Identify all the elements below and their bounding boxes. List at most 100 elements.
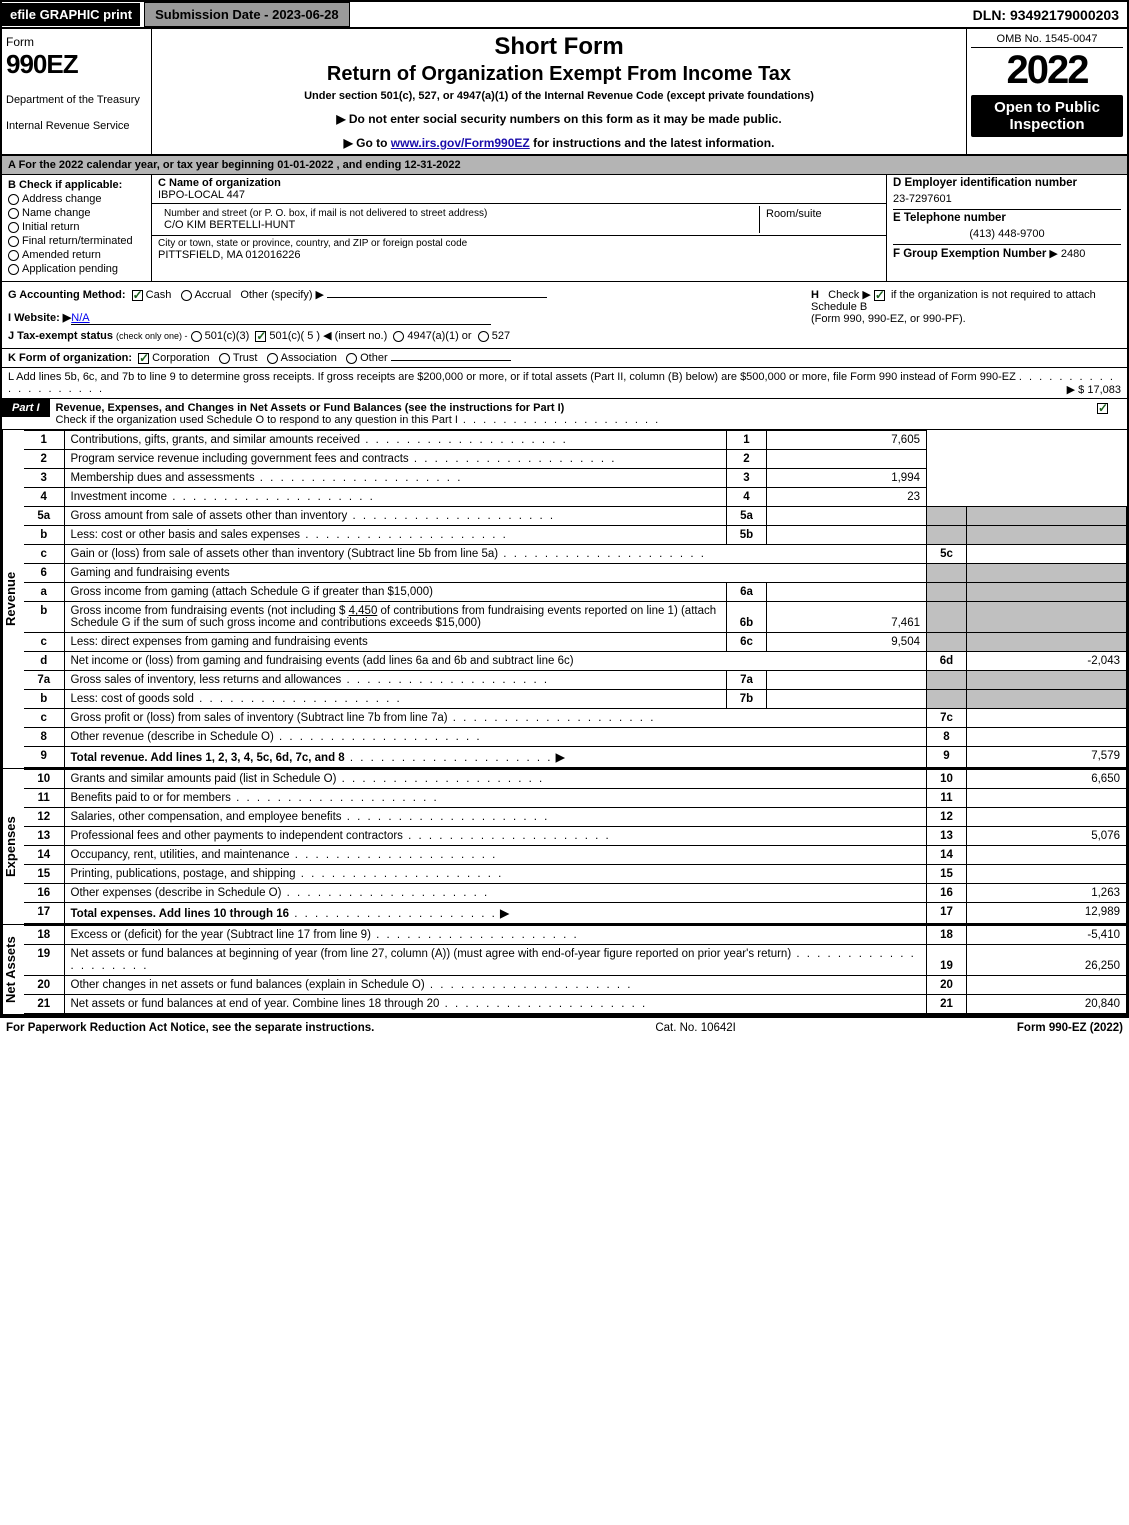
section-d-e-f: D Employer identification number 23-7297… — [887, 175, 1127, 281]
city-label: City or town, state or province, country… — [158, 238, 880, 249]
revenue-section: Revenue 1Contributions, gifts, grants, a… — [2, 430, 1127, 769]
line-10: 10Grants and similar amounts paid (list … — [24, 770, 1127, 789]
check-schedule-b[interactable] — [874, 290, 885, 301]
g-label: G Accounting Method: — [8, 289, 126, 301]
header-right: OMB No. 1545-0047 2022 Open to Public In… — [967, 29, 1127, 154]
part-1-header: Part I Revenue, Expenses, and Changes in… — [2, 399, 1127, 430]
subtitle: Under section 501(c), 527, or 4947(a)(1)… — [158, 90, 960, 102]
check-address-change[interactable]: Address change — [8, 193, 145, 205]
e-phone-value: (413) 448-9700 — [893, 228, 1121, 240]
footer-form-no: Form 990-EZ (2022) — [1017, 1022, 1123, 1034]
check-initial-return[interactable]: Initial return — [8, 221, 145, 233]
line-7b: bLess: cost of goods sold7b — [24, 690, 1127, 709]
check-schedule-o[interactable] — [1097, 403, 1108, 414]
top-bar: efile GRAPHIC print Submission Date - 20… — [2, 2, 1127, 29]
f-group-label: F Group Exemption Number — [893, 248, 1046, 260]
tax-year: 2022 — [971, 48, 1123, 93]
line-6: 6Gaming and fundraising events — [24, 564, 1127, 583]
dept-treasury: Department of the Treasury — [6, 94, 147, 106]
check-cash[interactable] — [132, 290, 143, 301]
room-suite-label: Room/suite — [760, 206, 880, 233]
check-amended-return[interactable]: Amended return — [8, 249, 145, 261]
title-short-form: Short Form — [158, 33, 960, 61]
goto-pre: ▶ Go to — [344, 136, 391, 150]
net-assets-section: Net Assets 18Excess or (deficit) for the… — [2, 925, 1127, 1016]
check-accrual[interactable] — [181, 290, 192, 301]
line-12: 12Salaries, other compensation, and empl… — [24, 808, 1127, 827]
check-application-pending[interactable]: Application pending — [8, 263, 145, 275]
org-name: IBPO-LOCAL 447 — [158, 189, 880, 201]
other-org-input[interactable] — [391, 360, 511, 361]
net-assets-side-label: Net Assets — [2, 925, 24, 1014]
line-8: 8Other revenue (describe in Schedule O)8 — [24, 728, 1127, 747]
revenue-table: 1Contributions, gifts, grants, and simil… — [24, 430, 1127, 768]
line-15: 15Printing, publications, postage, and s… — [24, 865, 1127, 884]
f-group-value: ▶ 2480 — [1049, 248, 1085, 260]
block-b-c-d: B Check if applicable: Address change Na… — [2, 175, 1127, 282]
line-7c: cGross profit or (loss) from sales of in… — [24, 709, 1127, 728]
line-4: 4Investment income423 — [24, 488, 1127, 507]
form-label: Form — [6, 35, 147, 49]
part-1-title: Revenue, Expenses, and Changes in Net As… — [56, 402, 565, 414]
check-other-org[interactable] — [346, 353, 357, 364]
line-5c: cGain or (loss) from sale of assets othe… — [24, 545, 1127, 564]
check-501c3[interactable] — [191, 331, 202, 342]
check-name-change[interactable]: Name change — [8, 207, 145, 219]
part-1-check-text: Check if the organization used Schedule … — [56, 414, 458, 426]
check-trust[interactable] — [219, 353, 230, 364]
line-6a: aGross income from gaming (attach Schedu… — [24, 583, 1127, 602]
j-label: J Tax-exempt status — [8, 330, 113, 342]
header-title: Short Form Return of Organization Exempt… — [152, 29, 967, 154]
line-19: 19Net assets or fund balances at beginni… — [24, 945, 1127, 976]
submission-date: Submission Date - 2023-06-28 — [144, 2, 350, 27]
section-c: C Name of organization IBPO-LOCAL 447 Nu… — [152, 175, 887, 281]
expenses-side-label: Expenses — [2, 769, 24, 924]
line-6b: bGross income from fundraising events (n… — [24, 602, 1127, 633]
form-number: 990EZ — [6, 49, 147, 80]
note-goto: ▶ Go to www.irs.gov/Form990EZ for instru… — [158, 136, 960, 150]
check-corporation[interactable] — [138, 353, 149, 364]
irs-link[interactable]: www.irs.gov/Form990EZ — [391, 136, 530, 150]
title-return: Return of Organization Exempt From Incom… — [158, 63, 960, 86]
e-phone-label: E Telephone number — [893, 212, 1121, 224]
line-16: 16Other expenses (describe in Schedule O… — [24, 884, 1127, 903]
row-k: K Form of organization: Corporation Trus… — [2, 349, 1127, 368]
k-label: K Form of organization: — [8, 352, 132, 364]
row-a-tax-year: A For the 2022 calendar year, or tax yea… — [2, 156, 1127, 175]
header: Form 990EZ Department of the Treasury In… — [2, 29, 1127, 156]
line-3: 3Membership dues and assessments31,994 — [24, 469, 1127, 488]
line-1: 1Contributions, gifts, grants, and simil… — [24, 431, 1127, 450]
website-link[interactable]: N/A — [71, 312, 89, 324]
row-g-h: G Accounting Method: Cash Accrual Other … — [2, 282, 1127, 349]
line-14: 14Occupancy, rent, utilities, and mainte… — [24, 846, 1127, 865]
footer: For Paperwork Reduction Act Notice, see … — [0, 1018, 1129, 1038]
note-ssn: ▶ Do not enter social security numbers o… — [158, 112, 960, 126]
city-row: City or town, state or province, country… — [152, 236, 886, 263]
expenses-table: 10Grants and similar amounts paid (list … — [24, 769, 1127, 924]
j-tax-exempt: J Tax-exempt status (check only one) - 5… — [8, 329, 811, 342]
expenses-section: Expenses 10Grants and similar amounts pa… — [2, 769, 1127, 925]
footer-cat-no: Cat. No. 10642I — [374, 1022, 1017, 1034]
l-value: ▶ $ 17,083 — [1067, 383, 1121, 396]
line-5a: 5aGross amount from sale of assets other… — [24, 507, 1127, 526]
check-final-return[interactable]: Final return/terminated — [8, 235, 145, 247]
line-6d: dNet income or (loss) from gaming and fu… — [24, 652, 1127, 671]
efile-print-button[interactable]: efile GRAPHIC print — [2, 3, 140, 26]
check-527[interactable] — [478, 331, 489, 342]
b-header: B Check if applicable: — [8, 179, 145, 191]
d-ein-value: 23-7297601 — [893, 193, 1121, 205]
i-website: I Website: ▶N/A — [8, 311, 811, 325]
line-18: 18Excess or (deficit) for the year (Subt… — [24, 926, 1127, 945]
check-association[interactable] — [267, 353, 278, 364]
other-specify-input[interactable] — [327, 297, 547, 298]
check-4947[interactable] — [393, 331, 404, 342]
header-left: Form 990EZ Department of the Treasury In… — [2, 29, 152, 154]
line-21: 21Net assets or fund balances at end of … — [24, 995, 1127, 1014]
g-accounting: G Accounting Method: Cash Accrual Other … — [8, 288, 811, 301]
revenue-side-label: Revenue — [2, 430, 24, 768]
row-l: L Add lines 5b, 6c, and 7b to line 9 to … — [2, 368, 1127, 399]
i-label: I Website: ▶ — [8, 312, 71, 324]
c-label: C Name of organization — [158, 177, 880, 189]
form-990ez: efile GRAPHIC print Submission Date - 20… — [0, 0, 1129, 1018]
check-501c[interactable] — [255, 331, 266, 342]
